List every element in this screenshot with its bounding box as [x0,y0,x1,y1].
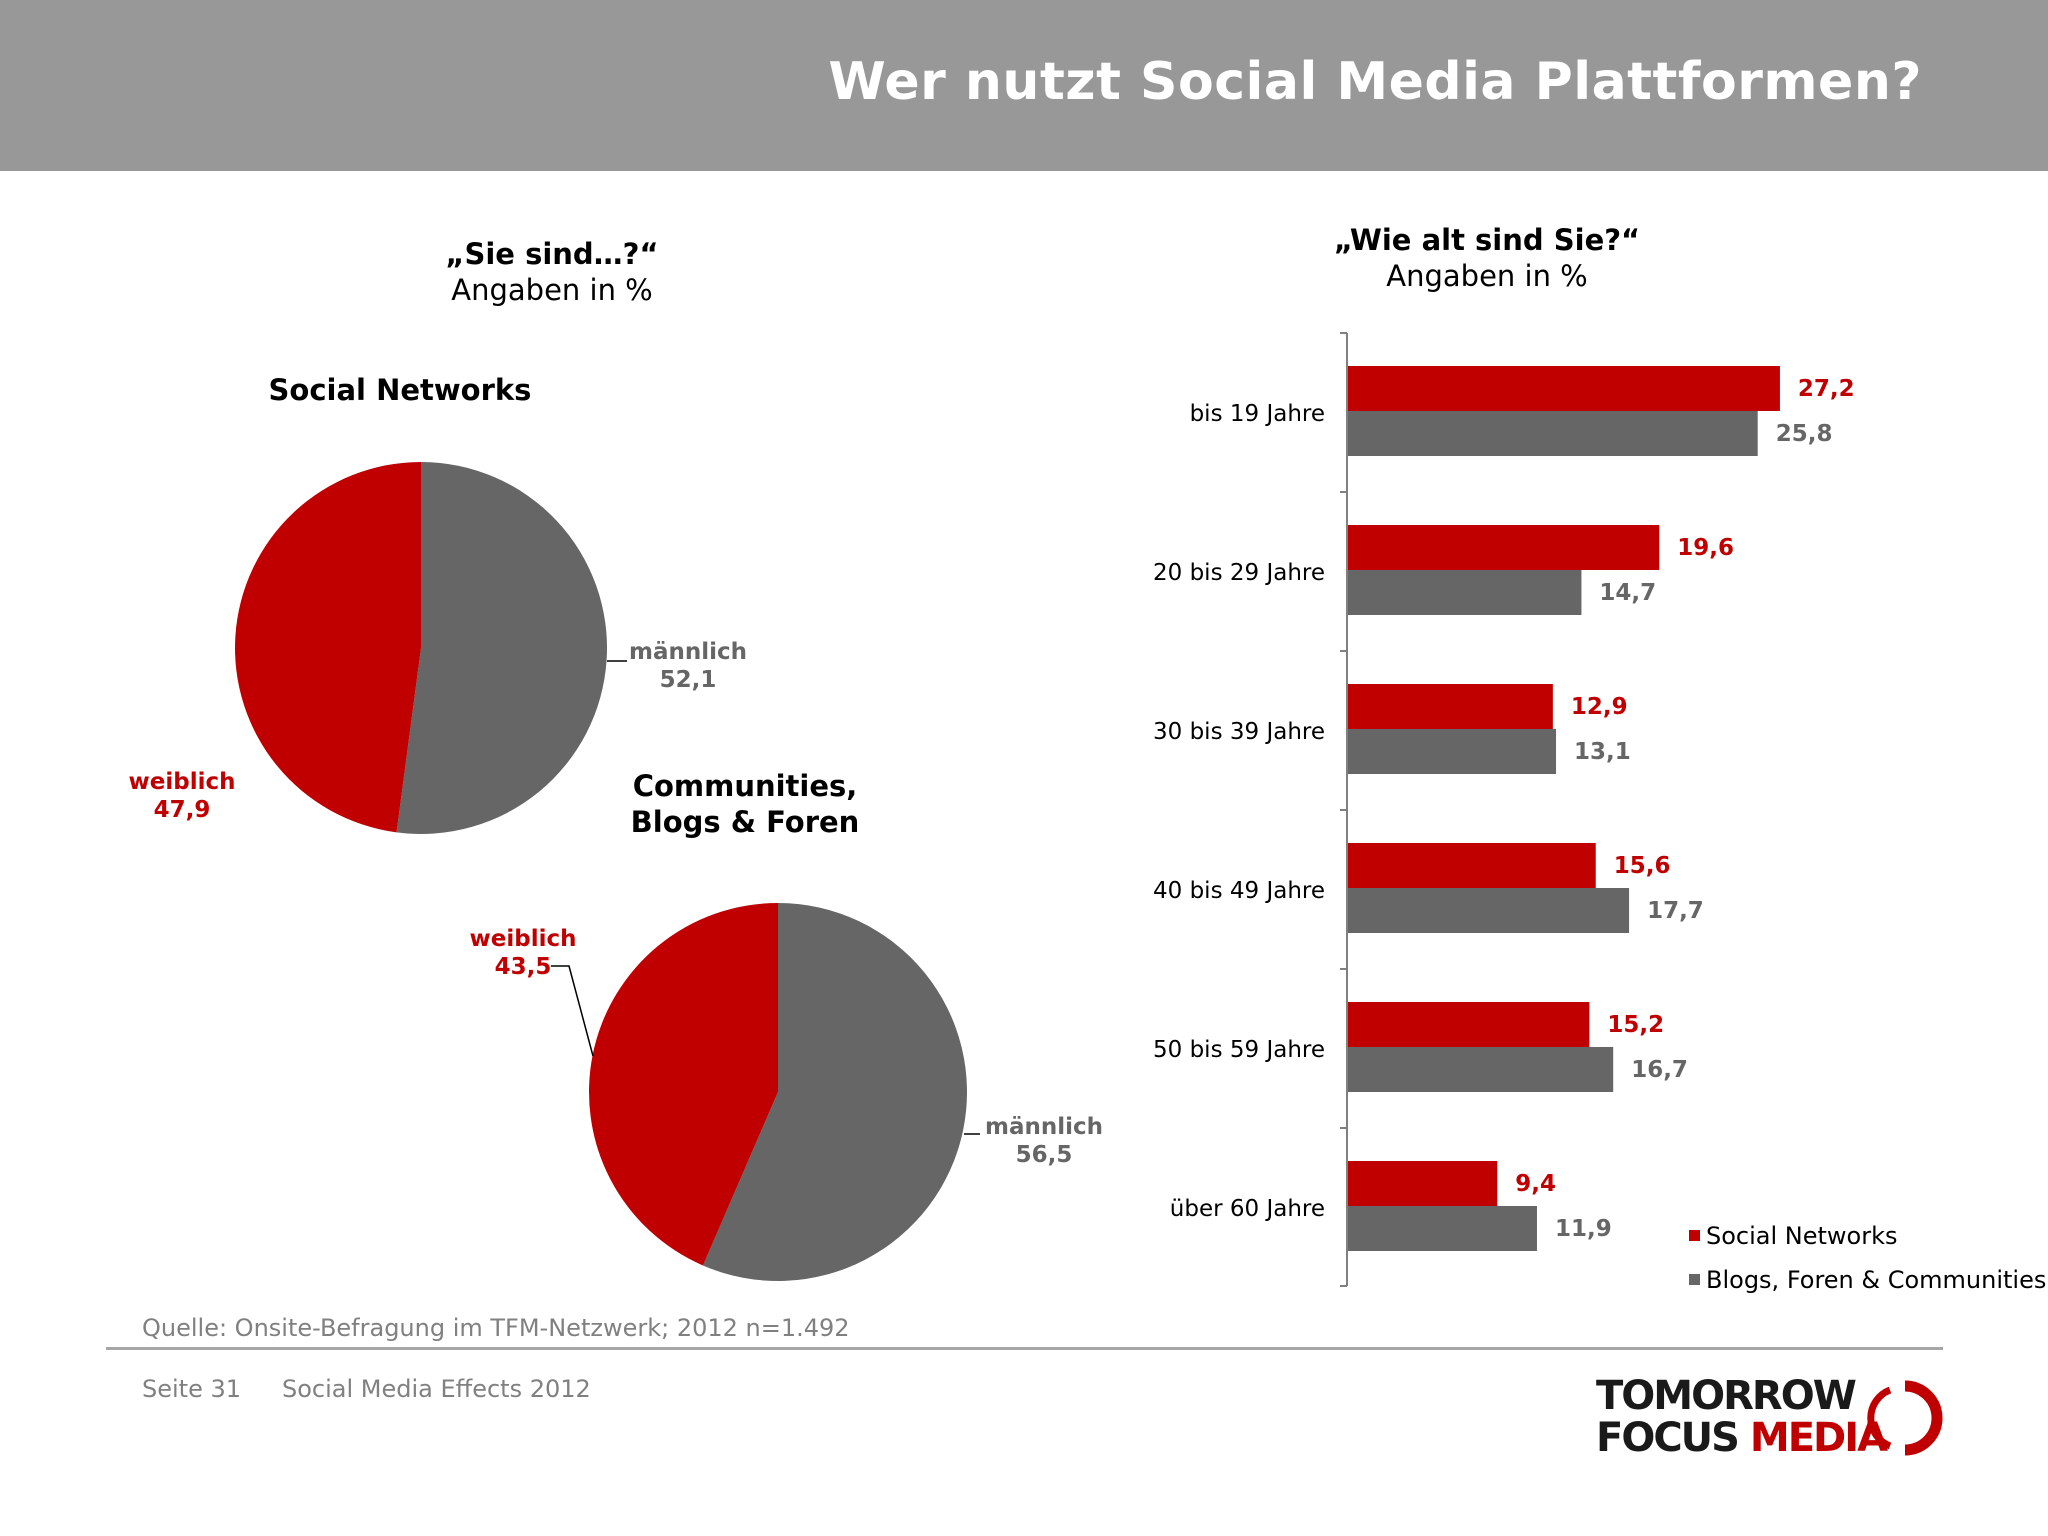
bar-category-label: 20 bis 29 Jahre [1153,560,1325,586]
bar-category-label: über 60 Jahre [1170,1196,1325,1222]
pie2-title-line1: Communities, [632,769,858,803]
bar-category-label: bis 19 Jahre [1190,401,1325,427]
pie1-title: Social Networks [268,373,532,407]
bar-category-label: 30 bis 39 Jahre [1153,719,1325,745]
logo-line-focus-media: FOCUS MEDIA [1596,1415,1888,1461]
bar-social-networks [1348,1002,1590,1047]
legend-social-networks: Social Networks [1689,1222,1898,1250]
footer-page-number: Seite 31 [142,1375,242,1403]
header-bar: Wer nutzt Social Media Plattformen? [0,0,2048,171]
bar-value-label: 19,6 [1677,535,1734,561]
bar-value-label: 11,9 [1555,1216,1612,1242]
bar-social-networks [1348,1161,1498,1206]
logo-word-focus: FOCUS [1596,1415,1740,1461]
bar-social-networks [1348,366,1780,411]
logo-word-media: MEDIA [1749,1415,1888,1461]
bar-category-label: 40 bis 49 Jahre [1153,878,1325,904]
pie2-label-maennlich-value: 56,5 [1015,1142,1073,1168]
bar-social-networks [1348,525,1660,570]
bar-blogs-communities [1348,1206,1537,1251]
source-note: Quelle: Onsite-Befragung im TFM-Netzwerk… [142,1314,850,1342]
footer-divider [106,1347,1943,1350]
pie2-label-weiblich-value: 43,5 [494,954,552,980]
tomorrow-focus-media-logo: TOMORROW FOCUS MEDIA [1596,1373,1943,1461]
legend-swatch-blogs-communities [1689,1273,1700,1285]
pie2-label-weiblich: weiblich 43,5 [453,925,593,981]
bar-blogs-communities [1348,570,1582,615]
pie-communities-blogs-foren [589,903,968,1281]
age-question: „Wie alt sind Sie?“ Angaben in % [1287,222,1687,294]
pie1-label-weiblich: weiblich 47,9 [112,768,252,824]
pie2-label-maennlich: männlich 56,5 [974,1113,1114,1169]
gender-question: „Sie sind…?“ Angaben in % [352,236,752,308]
pie2-slice-0 [702,903,968,1281]
pie2-title: Communities, Blogs & Foren [545,768,945,840]
bar-social-networks [1348,684,1553,729]
pie1-label-maennlich-name: männlich [628,639,747,665]
age-question-title: „Wie alt sind Sie?“ [1333,223,1641,257]
pie1-label-maennlich: männlich 52,1 [618,638,758,694]
gender-question-title: „Sie sind…?“ [445,237,659,271]
bar-value-label: 9,4 [1515,1171,1556,1197]
bar-blogs-communities [1348,729,1557,774]
logo-line-tomorrow: TOMORROW [1596,1373,1857,1419]
bar-category-label: 50 bis 59 Jahre [1153,1037,1325,1063]
bar-blogs-communities [1348,411,1758,456]
bar-blogs-communities [1348,1047,1614,1092]
footer-document-title: Social Media Effects 2012 [282,1375,591,1403]
bar-chart-age: bis 19 Jahre 27,2 25,8 20 bis 29 Jahre 19,6 1… [1153,332,1855,1287]
legend-blogs-communities: Blogs, Foren & Communities [1689,1266,2046,1294]
pie1-slice-1 [234,462,421,833]
legend-label-blogs-communities: Blogs, Foren & Communities [1706,1266,2047,1294]
bar-value-label: 17,7 [1647,898,1704,924]
bar-value-label: 12,9 [1571,694,1628,720]
bar-value-label: 16,7 [1631,1057,1688,1083]
pie1-label-weiblich-name: weiblich [128,769,236,795]
pie2-title-line2: Blogs & Foren [630,805,860,839]
bar-value-label: 13,1 [1574,739,1631,765]
pie2-slice-1 [589,903,778,1266]
pie1-slice-0 [396,462,607,835]
legend-label-social-networks: Social Networks [1706,1222,1898,1250]
pie-social-networks [234,462,607,835]
bar-value-label: 15,6 [1614,853,1671,879]
logo-ring-icon [1867,1380,1943,1456]
pie2-label-weiblich-name: weiblich [469,926,577,952]
pie-leader-lines [551,660,980,1135]
bar-value-label: 15,2 [1607,1012,1664,1038]
page-title: Wer nutzt Social Media Plattformen? [828,52,1922,112]
age-question-subtitle: Angaben in % [1386,259,1588,293]
bar-value-label: 27,2 [1798,376,1855,402]
bar-blogs-communities [1348,888,1630,933]
gender-question-subtitle: Angaben in % [451,273,653,307]
bar-social-networks [1348,843,1596,888]
bar-value-label: 14,7 [1599,580,1656,606]
leader-pie2-weiblich [551,965,594,1057]
pie2-label-maennlich-name: männlich [984,1114,1103,1140]
bar-value-label: 25,8 [1776,421,1833,447]
pie1-label-maennlich-value: 52,1 [659,667,717,693]
pie1-label-weiblich-value: 47,9 [153,797,211,823]
legend-swatch-social-networks [1689,1229,1700,1241]
